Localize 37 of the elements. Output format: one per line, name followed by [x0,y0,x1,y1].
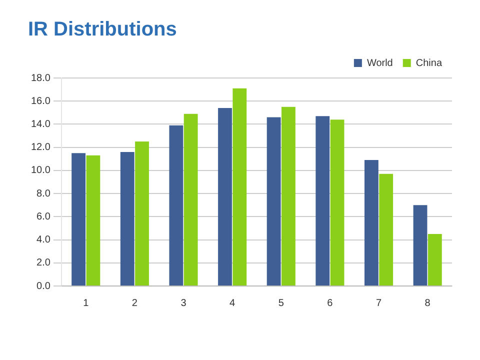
bar [218,108,232,286]
bar [316,116,330,286]
bar [72,153,86,286]
chart-title: IR Distributions [28,18,177,41]
bar [120,152,134,286]
y-tick-label: 0.0 [36,280,51,292]
x-tick-label: 5 [278,298,284,309]
bar [282,106,296,286]
x-tick-label: 4 [230,298,236,309]
bar [232,88,247,286]
y-tick-label: 10.0 [30,165,51,176]
x-tick-label: 2 [132,298,138,309]
bar [169,125,184,286]
bar [428,234,442,286]
legend-label: China [416,58,442,69]
y-tick-label: 6.0 [36,211,51,222]
bar [184,114,198,286]
y-tick-label: 14.0 [30,118,51,130]
x-tick-label: 1 [83,298,90,309]
legend-label: World [366,58,393,69]
bar [413,205,428,286]
y-tick-label: 8.0 [36,188,51,200]
bar [364,160,378,286]
bar [330,120,344,286]
bar [135,142,149,286]
y-tick-label: 4.0 [36,234,51,246]
x-tick-label: 3 [180,298,187,309]
y-tick-label: 2.0 [36,258,51,269]
x-tick-label: 8 [424,298,431,309]
y-tick-label: 16.0 [30,96,51,107]
y-tick-label: 18.0 [30,72,51,84]
x-tick-label: 7 [376,298,382,309]
x-tick-label: 6 [327,298,334,309]
bar [86,155,100,286]
y-tick-label: 12.0 [30,142,51,154]
bar [266,117,281,286]
bar [379,174,394,286]
